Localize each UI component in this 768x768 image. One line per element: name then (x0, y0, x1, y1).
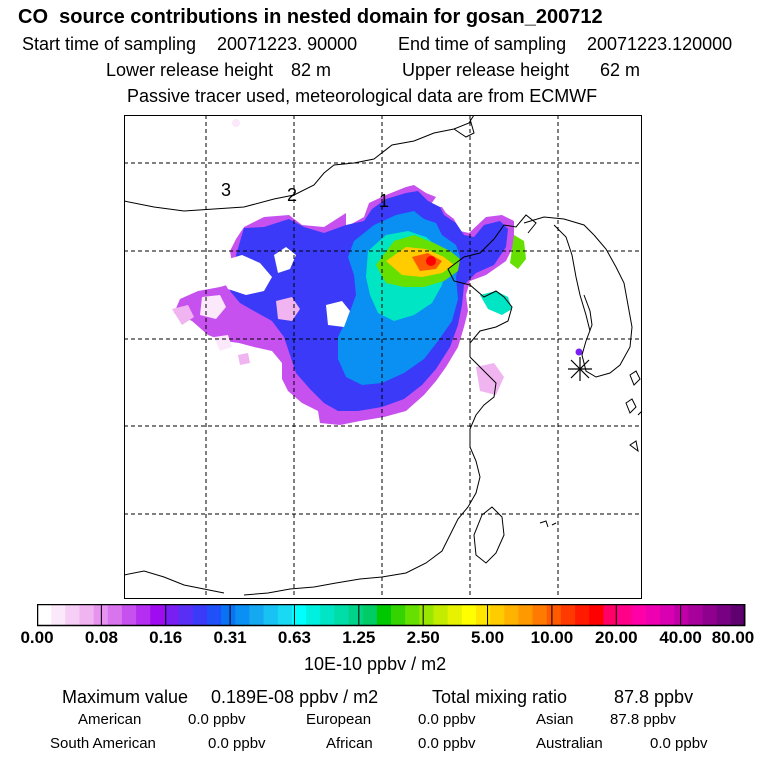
colorbar-cell (79, 604, 95, 626)
colorbar-cell (65, 604, 80, 626)
colorbar-tick-label: 0.63 (277, 628, 311, 647)
region-value-south-american: 0.0 ppbv (208, 735, 266, 752)
colorbar-cell (362, 604, 378, 626)
region-name-asian: Asian (536, 711, 574, 728)
colorbar-cell (504, 604, 519, 626)
colorbar-cell (178, 604, 194, 626)
colorbar-tick-label: 40.00 (659, 628, 702, 647)
colorbar-cell (575, 604, 590, 626)
lower-height-value: 82 m (291, 60, 332, 80)
start-time-value: 20071223. 90000 (217, 34, 358, 54)
region-name-australian: Australian (536, 735, 603, 752)
colorbar-cell (631, 604, 647, 626)
colorbar-cell (221, 604, 236, 626)
colorbar-cell (37, 604, 52, 626)
coastlines (124, 115, 642, 596)
colorbar-tick-label: 0.08 (84, 628, 118, 647)
colorbar-cell (674, 604, 689, 626)
colorbar-cell (320, 604, 335, 626)
colorbar-cell (660, 604, 675, 626)
colorbar-cell (150, 604, 165, 626)
region-value-asian: 87.8 ppbv (610, 711, 676, 728)
colorbar-tick-label: 5.00 (470, 628, 505, 647)
receptor-star-icon (568, 357, 592, 381)
colorbar-unit: 10E-10 ppbv / m2 (304, 654, 447, 674)
upper-height-label: Upper release height (402, 60, 570, 80)
region-value-african: 0.0 ppbv (418, 735, 476, 752)
colorbar-tick-label: 0.00 (20, 628, 54, 647)
colorbar-cell (702, 604, 718, 626)
colorbar-cell (206, 604, 222, 626)
colorbar-cell (688, 604, 704, 626)
colorbar-cell (136, 604, 151, 626)
max-value-label: Maximum value (62, 687, 189, 707)
colorbar-cell (192, 604, 208, 626)
colorbar-cell (121, 604, 137, 626)
colorbar-tick-label: 0.16 (149, 628, 183, 647)
start-time-label: Start time of sampling (22, 34, 197, 54)
region-value-american: 0.0 ppbv (188, 711, 246, 728)
colorbar-cell (348, 604, 364, 626)
colorbar-cell (716, 604, 732, 626)
upper-height-value: 62 m (600, 60, 641, 80)
plot-title: CO source contributions in nested domain… (18, 6, 603, 28)
colorbar-cell (405, 604, 420, 626)
region-value-european: 0.0 ppbv (418, 711, 476, 728)
colorbar (37, 604, 746, 627)
colorbar-cell (617, 604, 633, 626)
colorbar-cell (518, 604, 534, 626)
colorbar-cell (589, 604, 604, 626)
colorbar-cell (277, 604, 293, 626)
colorbar-cell (235, 604, 250, 626)
max-value: 0.189E-08 ppbv / m2 (211, 687, 379, 707)
region-label-1: 1 (379, 191, 389, 211)
end-time-value: 20071223.120000 (587, 34, 733, 54)
colorbar-cell (291, 604, 307, 626)
colorbar-cell (546, 604, 562, 626)
colorbar-cell (391, 604, 406, 626)
colorbar-cell (730, 604, 746, 626)
colorbar-cell (475, 604, 491, 626)
region-name-european: European (306, 711, 372, 728)
colorbar-cell (447, 604, 463, 626)
concentration-plume (172, 119, 583, 425)
colorbar-cell (376, 604, 392, 626)
colorbar-cell (603, 604, 619, 626)
region-label-3: 3 (221, 180, 231, 200)
map-grid (124, 115, 642, 599)
colorbar-cell (461, 604, 477, 626)
colorbar-tick-label: 1.25 (342, 628, 376, 647)
colorbar-cell (164, 604, 180, 626)
lower-height-label: Lower release height (106, 60, 274, 80)
colorbar-cell (107, 604, 123, 626)
colorbar-tick-label: 80.00 (711, 628, 755, 647)
colorbar-cell (306, 604, 321, 626)
colorbar-cell (249, 604, 265, 626)
total-mixing-value: 87.8 ppbv (614, 687, 694, 707)
total-mixing-label: Total mixing ratio (432, 687, 568, 707)
colorbar-cell (263, 604, 279, 626)
region-value-australian: 0.0 ppbv (650, 735, 708, 752)
colorbar-cell (490, 604, 505, 626)
colorbar-cell (560, 604, 576, 626)
colorbar-cell (51, 604, 66, 626)
colorbar-tick-label: 2.50 (406, 628, 440, 647)
colorbar-cell (645, 604, 661, 626)
end-time-label: End time of sampling (398, 34, 567, 54)
colorbar-cell (334, 604, 350, 626)
map-panel: 3 2 1 (124, 115, 642, 599)
tracer-note: Passive tracer used, meteorological data… (127, 86, 598, 106)
region-label-2: 2 (287, 185, 297, 205)
region-name-south-american: South American (50, 735, 156, 752)
region-name-african: African (326, 735, 373, 752)
colorbar-tick-label: 10.00 (530, 628, 574, 647)
region-name-american: American (78, 711, 142, 728)
colorbar-cell (532, 604, 548, 626)
colorbar-tick-label: 0.31 (213, 628, 247, 647)
colorbar-cell (419, 604, 434, 626)
colorbar-tick-label: 20.00 (594, 628, 638, 647)
colorbar-cell (433, 604, 449, 626)
map-frame (124, 115, 642, 599)
